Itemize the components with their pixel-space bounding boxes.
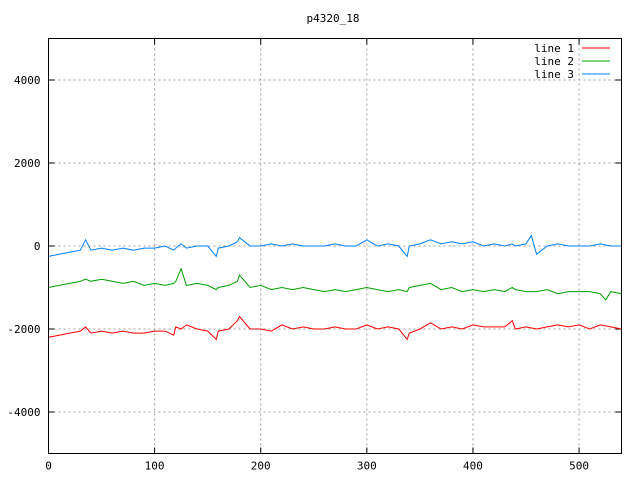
legend-label-2: line 2 [534,55,574,68]
legend-label-3: line 3 [534,68,574,81]
plot-frame [48,38,622,454]
y-tick-label: -4000 [7,406,40,419]
series-line-3 [48,234,622,258]
x-tick-label: 0 [45,460,52,473]
x-tick-label: 100 [145,460,165,473]
series-line-1 [48,315,622,341]
chart-title: p4320_18 [307,12,360,25]
series-line-2 [48,267,622,301]
x-tick-label: 200 [251,460,271,473]
x-tick-label: 300 [357,460,377,473]
grid-lines [48,38,622,454]
y-tick-label: 2000 [14,157,41,170]
tick-labels: 0 100 200 300 400 500 -4000 -2000 0 2000 4000 [7,74,589,473]
x-tick-label: 400 [463,460,483,473]
y-tick-label: -2000 [7,323,40,336]
y-tick-label: 0 [34,240,41,253]
series-lines [48,234,622,341]
legend-label-1: line 1 [534,42,574,55]
y-tick-label: 4000 [14,74,41,87]
x-tick-label: 500 [569,460,589,473]
